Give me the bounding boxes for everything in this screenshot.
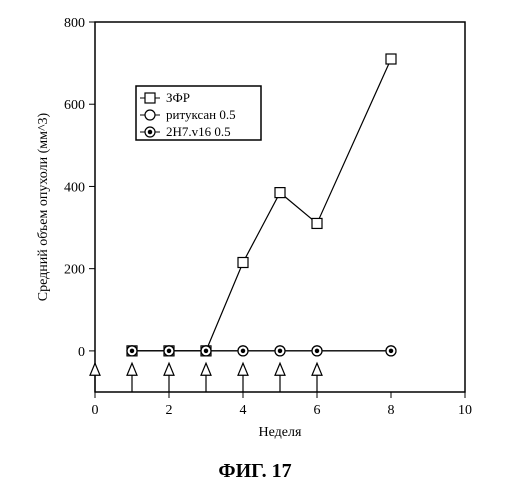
dose-arrow-head xyxy=(127,363,137,375)
dose-arrow-head xyxy=(164,363,174,375)
marker-dot xyxy=(241,349,246,354)
legend-label: ритуксан 0.5 xyxy=(166,107,236,122)
dose-arrow-head xyxy=(238,363,248,375)
figure-container: 0 2 4 6 8 10 0 200 400 600 800 Неделя Средний объем … xyxy=(20,10,490,490)
marker-square xyxy=(275,188,285,198)
marker-dot xyxy=(315,349,320,354)
y-tick-label: 200 xyxy=(64,263,85,278)
x-tick-label: 6 xyxy=(314,403,321,418)
marker-dot xyxy=(204,349,209,354)
marker-dot xyxy=(148,130,153,135)
legend-label: 2H7.v16 0.5 xyxy=(166,124,231,139)
legend-label: ЗФР xyxy=(166,90,190,105)
marker-square xyxy=(312,218,322,228)
x-axis-label: Неделя xyxy=(259,425,302,440)
x-tick-label: 2 xyxy=(166,403,173,418)
marker-dot xyxy=(167,349,172,354)
marker-dot xyxy=(389,349,394,354)
y-axis-label: Средний объем опухоли (мм^3) xyxy=(36,112,51,301)
figure-caption: ФИГ. 17 xyxy=(20,460,490,483)
marker-square xyxy=(238,258,248,268)
x-tick-label: 8 xyxy=(388,403,395,418)
y-tick-label: 600 xyxy=(64,98,85,113)
dose-arrow-head xyxy=(312,363,322,375)
marker-dot xyxy=(130,349,135,354)
plot-border xyxy=(95,22,465,392)
marker-square xyxy=(386,54,396,64)
y-tick-label: 400 xyxy=(64,180,85,195)
marker-square xyxy=(145,93,155,103)
x-tick-label: 10 xyxy=(458,403,472,418)
dose-arrow-head xyxy=(201,363,211,375)
dose-arrow-head xyxy=(275,363,285,375)
series xyxy=(127,346,396,356)
x-tick-label: 0 xyxy=(92,403,99,418)
y-tick-label: 0 xyxy=(78,345,85,360)
dose-arrow-head xyxy=(90,363,100,375)
chart: 0 2 4 6 8 10 0 200 400 600 800 Неделя Средний объем … xyxy=(20,10,490,450)
marker-dot xyxy=(278,349,283,354)
marker-circle-open xyxy=(145,110,155,120)
x-tick-label: 4 xyxy=(240,403,247,418)
y-tick-label: 800 xyxy=(64,16,85,31)
